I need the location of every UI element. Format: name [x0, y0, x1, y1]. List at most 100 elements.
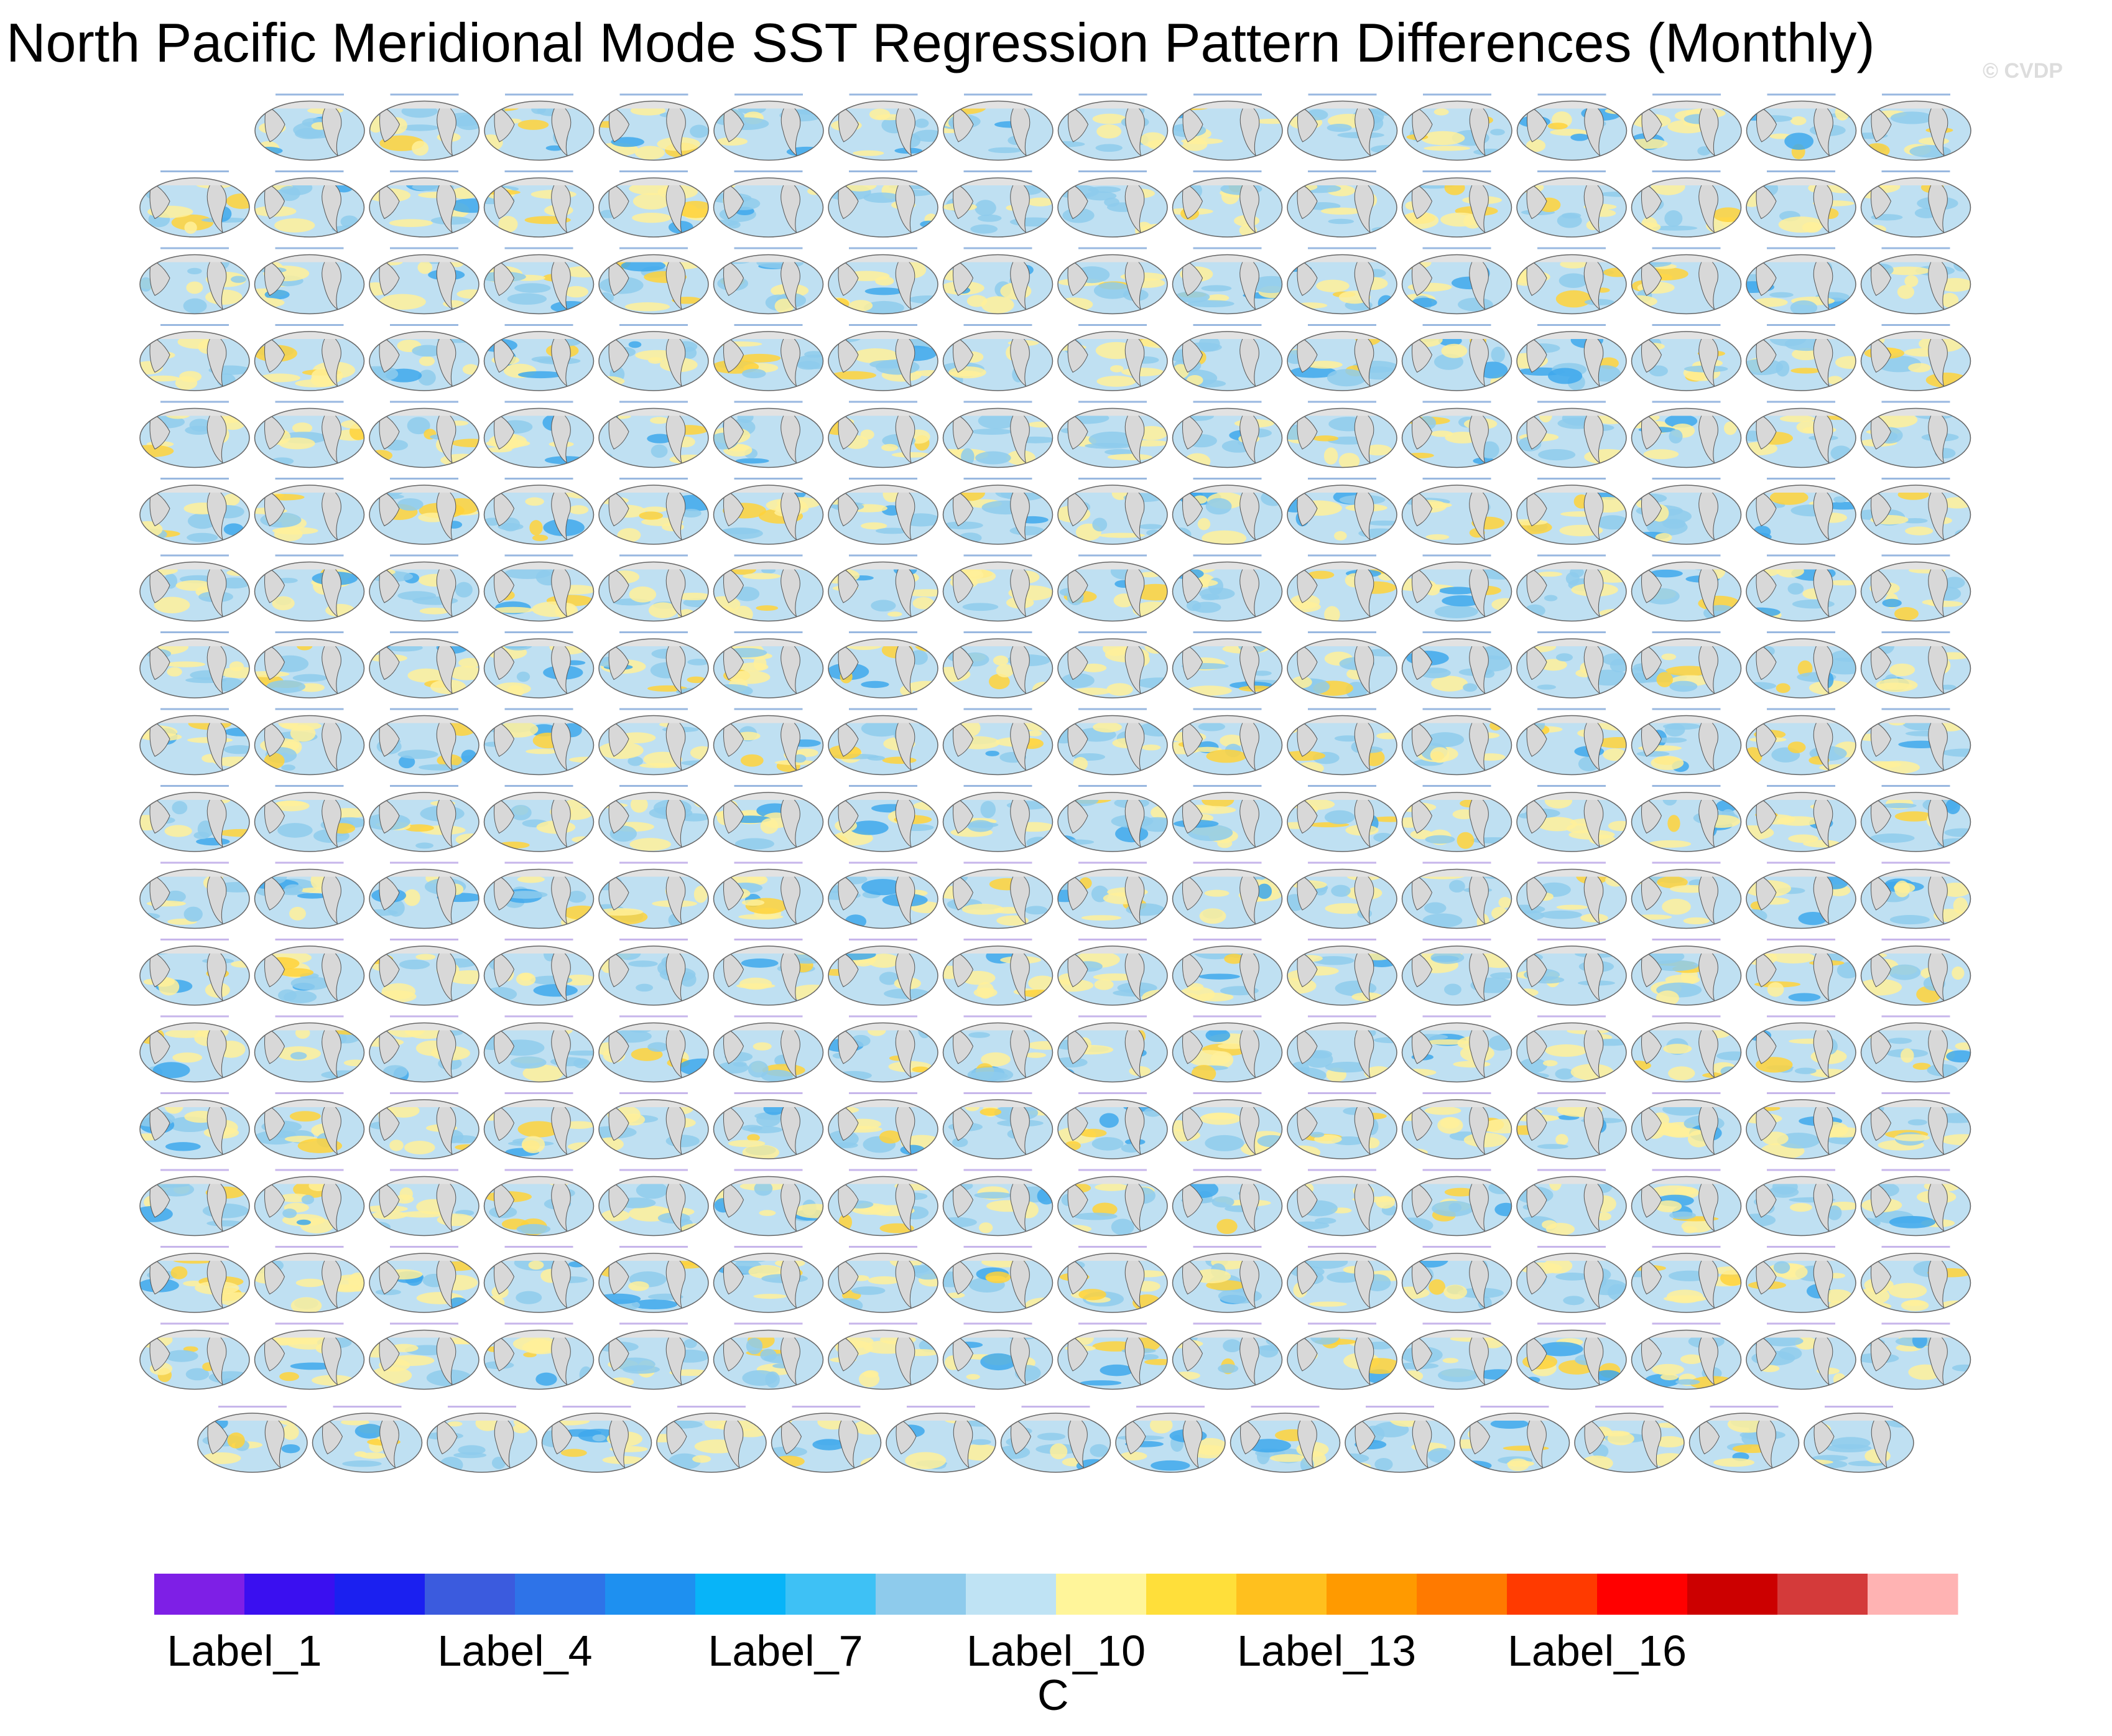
map-panel: [1172, 1015, 1283, 1083]
map-panel: [1057, 708, 1168, 776]
map-panel: [1631, 631, 1742, 699]
map-panel-grid: [139, 93, 1971, 1473]
map-panel: [483, 1169, 595, 1237]
map-panel: [1401, 861, 1512, 929]
map-panel: [828, 1322, 938, 1390]
colorbar-swatch: [154, 1574, 245, 1615]
map-panel: [713, 631, 824, 699]
map-panel: [1401, 401, 1512, 468]
map-panel: [1688, 1406, 1800, 1473]
map-panel: [254, 1092, 365, 1159]
map-panel: [1860, 785, 1971, 852]
map-panel: [1804, 1406, 1914, 1473]
map-panel: [1746, 1322, 1856, 1390]
map-panel: [1230, 1406, 1341, 1473]
map-panel: [713, 785, 824, 852]
map-panel: [1746, 1015, 1856, 1083]
map-panel: [1287, 785, 1397, 852]
map-panel: [713, 554, 824, 622]
colorbar-swatch: [1777, 1574, 1868, 1615]
colorbar-tick-label: Label_4: [437, 1627, 592, 1675]
colorbar-tick-label: Label_16: [1508, 1627, 1687, 1675]
map-panel: [254, 1169, 365, 1237]
colorbar-swatch: [335, 1574, 425, 1615]
map-panel: [1172, 939, 1283, 1006]
map-panel: [1172, 1246, 1283, 1313]
map-panel: [713, 1322, 824, 1390]
map-panel: [1401, 324, 1512, 391]
colorbar-swatch: [1507, 1574, 1598, 1615]
map-panel: [254, 247, 365, 315]
map-panel: [1172, 401, 1283, 468]
map-panel: [1746, 247, 1856, 315]
colorbar-swatch: [425, 1574, 516, 1615]
map-panel: [1172, 1169, 1283, 1237]
map-panel: [1287, 324, 1397, 391]
map-panel: [828, 324, 938, 391]
map-panel: [1516, 93, 1628, 161]
map-panel: [312, 1406, 423, 1473]
map-panel: [1172, 708, 1283, 776]
map-panel: [369, 170, 479, 238]
colorbar-swatch: [1597, 1574, 1688, 1615]
map-panel: [1516, 1246, 1627, 1313]
map-panel: [1401, 631, 1512, 699]
map-panel: [139, 785, 250, 852]
map-panel: [1057, 939, 1168, 1006]
map-panel: [942, 1322, 1054, 1390]
map-panel: [942, 324, 1054, 391]
map-panel: [541, 1406, 652, 1473]
colorbar-swatch: [1417, 1574, 1508, 1615]
map-panel: [1631, 1015, 1742, 1083]
map-panel: [1057, 861, 1168, 929]
map-panel: [1172, 785, 1283, 852]
map-panel: [254, 554, 365, 622]
map-panel: [828, 785, 938, 852]
map-panel: [1746, 1246, 1856, 1313]
map-panel: [598, 93, 710, 161]
map-panel: [598, 247, 709, 315]
map-panel: [254, 631, 365, 699]
colorbar-tick-label: Label_1: [167, 1627, 322, 1675]
map-panel: [483, 631, 595, 699]
map-panel: [1516, 1015, 1627, 1083]
map-panel: [254, 785, 365, 852]
colorbar-swatch: [1146, 1574, 1237, 1615]
map-panel: [1516, 478, 1627, 545]
colorbar-swatch: [695, 1574, 786, 1615]
map-panel: [1631, 1169, 1742, 1237]
map-panel: [1172, 247, 1283, 315]
map-panel: [139, 939, 250, 1006]
map-panel: [369, 554, 479, 622]
map-panel: [1401, 1169, 1512, 1237]
map-panel: [483, 861, 595, 929]
map-panel: [139, 861, 250, 929]
map-panel: [369, 1246, 479, 1313]
map-panel: [1401, 478, 1512, 545]
map-panel: [1631, 324, 1742, 391]
map-panel: [1860, 401, 1971, 468]
map-panel: [483, 785, 595, 852]
map-panel: [254, 401, 365, 468]
map-panel: [1459, 1406, 1570, 1473]
map-panel: [139, 1169, 250, 1237]
map-panel: [942, 554, 1054, 622]
map-panel: [942, 785, 1054, 852]
map-panel: [942, 708, 1054, 776]
map-panel: [1172, 554, 1283, 622]
map-panel: [1860, 1322, 1971, 1390]
map-panel: [942, 170, 1054, 238]
map-panel: [1631, 247, 1742, 315]
map-panel: [942, 939, 1054, 1006]
map-panel: [1401, 708, 1512, 776]
map-panel: [1631, 554, 1742, 622]
map-panel: [1401, 785, 1512, 852]
map-panel: [1287, 1169, 1397, 1237]
map-panel: [1516, 170, 1627, 238]
map-panel: [1860, 324, 1971, 391]
chart-title: North Pacific Meridional Mode SST Regres…: [6, 12, 1875, 73]
map-panel: [1746, 861, 1856, 929]
map-panel: [1631, 1322, 1742, 1390]
map-panel: [598, 1169, 709, 1237]
